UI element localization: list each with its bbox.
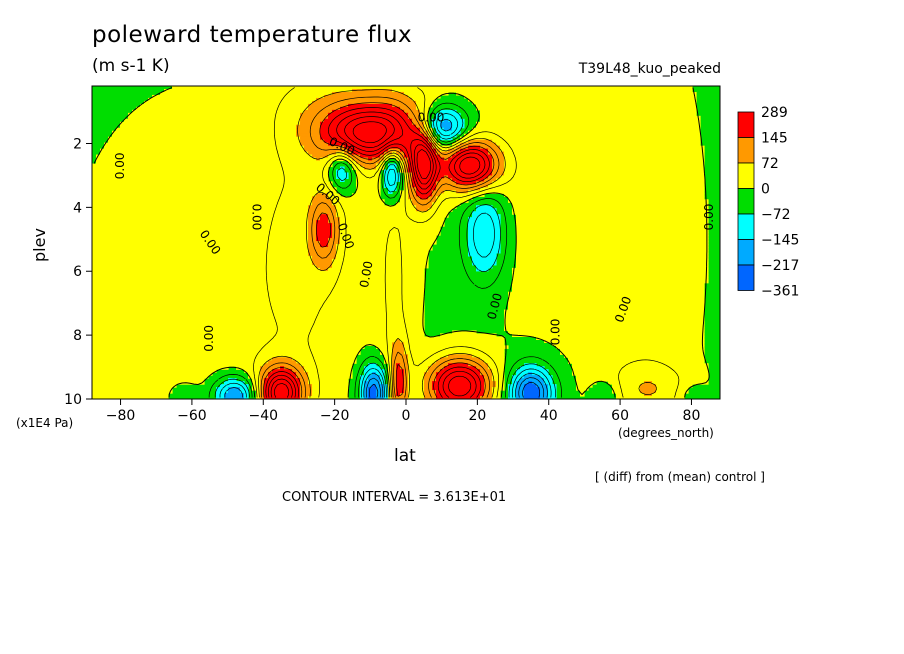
x-tick-label: 0 xyxy=(402,408,411,424)
diff-note: [ (diff) from (mean) control ] xyxy=(595,470,765,484)
contour-label: 0.00 xyxy=(418,110,445,124)
y-tick-label: 6 xyxy=(73,264,82,280)
y-tick-label: 8 xyxy=(73,328,82,344)
contour-line xyxy=(214,108,556,398)
contour-lines xyxy=(93,87,710,398)
legend-label: 0 xyxy=(761,182,770,198)
x-tick-label: 40 xyxy=(540,408,558,424)
contour-line xyxy=(219,113,552,398)
y-tick-label: 4 xyxy=(73,200,82,216)
contour-interval: CONTOUR INTERVAL = 3.613E+01 xyxy=(282,490,507,505)
legend-label: −145 xyxy=(761,233,799,249)
legend-swatch xyxy=(737,137,755,164)
contour-line xyxy=(253,87,680,398)
contour-line xyxy=(369,382,540,398)
units-label: (m s-1 K) xyxy=(92,56,170,76)
run-label: T39L48_kuo_peaked xyxy=(578,61,721,77)
legend-swatch xyxy=(737,213,755,240)
legend-label: 289 xyxy=(761,105,788,121)
contour-line xyxy=(224,118,548,398)
legend-label: −72 xyxy=(761,207,791,223)
x-tick-label: −40 xyxy=(248,408,278,424)
y-axis-label: plev xyxy=(30,228,49,262)
contour-line xyxy=(263,102,495,398)
contour-label: 0.00 xyxy=(485,292,505,321)
legend-swatch xyxy=(737,111,755,138)
contour-label: 0.00 xyxy=(113,152,127,179)
x-tick-label: 20 xyxy=(468,408,486,424)
contour-label: 0.00 xyxy=(702,204,716,231)
contour-line xyxy=(273,121,432,398)
contour-line xyxy=(93,87,710,398)
contour-line xyxy=(208,102,562,398)
legend-swatch xyxy=(737,264,755,291)
legend-swatch xyxy=(737,239,755,266)
x-axis-label: lat xyxy=(394,446,416,466)
legend-label: 145 xyxy=(761,131,788,147)
contour-label: 0.00 xyxy=(250,204,264,231)
x-tick-label: −80 xyxy=(106,408,136,424)
chart-title: poleward temperature flux xyxy=(92,22,413,48)
contour-line xyxy=(270,116,481,398)
legend: 289 145 72 0 −72 −145 −217 −361 xyxy=(737,105,799,300)
contour-label: 0.00 xyxy=(357,260,375,289)
y-unit-label: (x1E4 Pa) xyxy=(16,416,74,430)
legend-swatch xyxy=(737,162,755,189)
x-tick-label: −20 xyxy=(320,408,350,424)
contour-line xyxy=(258,89,658,398)
legend-label: 72 xyxy=(761,156,779,172)
contour-fill xyxy=(92,86,709,399)
contour-line xyxy=(268,111,486,398)
legend-label: −217 xyxy=(761,258,799,274)
legend-label: −361 xyxy=(761,284,799,300)
contour-line xyxy=(260,96,500,398)
contour-line xyxy=(365,377,545,398)
x-tick-label: 80 xyxy=(683,408,701,424)
contour-line xyxy=(265,107,490,398)
x-tick-label: −60 xyxy=(177,408,207,424)
x-axis: −80 −60 −40 −20 0 20 40 60 80 xyxy=(106,399,701,424)
y-axis: 2 4 6 8 10 xyxy=(64,136,92,408)
contour-label: 0.00 xyxy=(548,319,562,346)
y-tick-label: 2 xyxy=(73,136,82,152)
contour-label: 0.00 xyxy=(202,325,216,352)
x-tick-label: 60 xyxy=(611,408,629,424)
legend-swatch xyxy=(737,188,755,215)
x-unit-label: (degrees_north) xyxy=(618,426,714,440)
y-tick-label: 10 xyxy=(64,392,82,408)
